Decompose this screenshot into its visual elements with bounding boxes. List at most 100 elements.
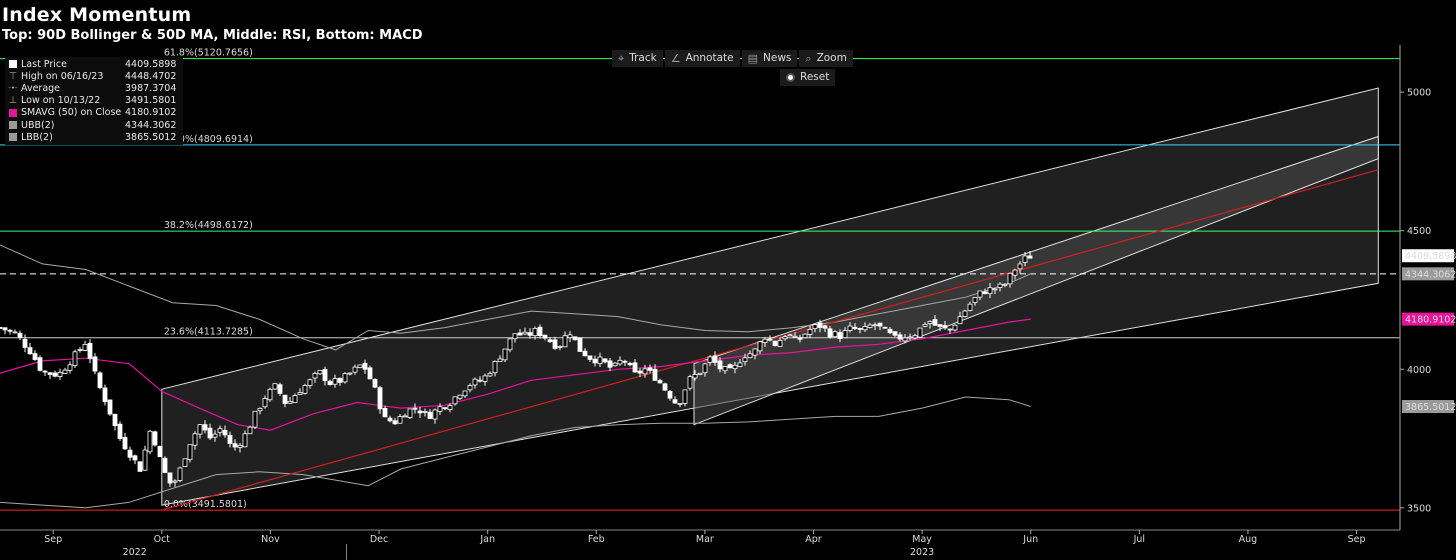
candle-body — [132, 455, 138, 461]
candle-body — [292, 395, 298, 403]
candle-body — [397, 416, 403, 424]
candle-body — [52, 372, 58, 377]
candle-body — [787, 334, 793, 337]
x-year-label: 2022 — [123, 547, 147, 558]
candle-body — [477, 379, 483, 382]
candle-body — [287, 401, 293, 404]
legend-label: UBB(2) — [21, 119, 55, 131]
chart-toolbar: ⌖ Track ∠ Annotate ▤ News ⌕ Zoom — [612, 50, 853, 67]
legend-value: 4344.3062 — [125, 119, 177, 131]
track-button[interactable]: ⌖ Track — [612, 50, 663, 67]
candle-body — [742, 357, 748, 363]
candle-body — [232, 443, 238, 448]
candle-body — [902, 337, 908, 342]
candle-body — [1022, 255, 1028, 263]
annotate-button[interactable]: ∠ Annotate — [664, 50, 740, 67]
value-tag-bg — [1402, 312, 1454, 326]
y-tick-label: 4000 — [1407, 365, 1431, 376]
candle-body — [62, 369, 68, 374]
y-tick-label: 5000 — [1407, 88, 1431, 99]
candle-body — [462, 390, 468, 397]
legend-value: 4448.4702 — [125, 70, 177, 82]
legend-label: Low on 10/13/22 — [21, 95, 101, 107]
value-tag-label: 4344.3062 — [1405, 269, 1456, 280]
candle-body — [542, 334, 548, 339]
legend-high: ⊤ High on 06/16/23 4448.4702 — [5, 70, 183, 82]
candle-body — [957, 316, 963, 325]
inner-channel — [693, 135, 1379, 426]
candle-body — [472, 378, 478, 386]
candle-body — [482, 375, 488, 382]
gray-square-icon — [5, 121, 21, 130]
legend-label: LBB(2) — [21, 131, 53, 143]
legend: Last Price 4409.5898 ⊤ High on 06/16/23 4448… — [5, 57, 183, 146]
candle-body — [837, 332, 843, 340]
candle-body — [657, 380, 663, 384]
legend-value: 3491.5801 — [125, 95, 177, 107]
reset-button[interactable]: Reset — [780, 69, 836, 86]
candle-body — [662, 383, 668, 391]
candle-body — [967, 303, 973, 311]
candle-body — [812, 324, 818, 330]
candle-body — [57, 371, 63, 377]
candle-body — [757, 341, 763, 352]
candle-body — [127, 449, 133, 458]
candle-body — [87, 342, 93, 359]
candle-body — [1007, 272, 1013, 285]
track-label: Track — [629, 52, 657, 64]
legend-label: Average — [21, 82, 61, 94]
candle-body — [412, 407, 418, 410]
candle-body — [577, 337, 583, 352]
candle-body — [487, 373, 493, 377]
candle-body — [142, 449, 148, 471]
candle-body — [872, 324, 878, 327]
crosshair-icon: ⌖ — [618, 52, 625, 65]
candle-body — [712, 355, 718, 363]
candle-body — [1027, 255, 1033, 259]
candle-body — [717, 360, 723, 370]
candle-body — [302, 385, 308, 394]
candle-body — [122, 437, 128, 450]
x-month-label: Mar — [696, 534, 714, 545]
high-marker-icon: ⊤ — [8, 70, 18, 82]
candle-body — [147, 430, 153, 453]
legend-label: Last Price — [21, 58, 67, 70]
candle-body — [1012, 269, 1018, 276]
candle-body — [367, 367, 373, 380]
x-month-label: Jan — [479, 534, 495, 545]
candle-body — [572, 336, 578, 341]
x-month-label: Apr — [805, 534, 822, 545]
fib-label: 0.0%(3491.5801) — [164, 499, 247, 510]
candle-body — [187, 444, 193, 460]
candle-body — [322, 369, 328, 382]
candle-body — [617, 359, 623, 365]
pencil-icon: ∠ — [670, 52, 681, 65]
candle-body — [602, 358, 608, 363]
candle-body — [927, 321, 933, 324]
x-month-label: Dec — [370, 534, 388, 545]
candle-body — [107, 399, 113, 415]
candle-body — [952, 324, 958, 331]
candle-body — [32, 353, 38, 360]
zoom-button[interactable]: ⌕ Zoom — [799, 50, 853, 67]
candle-body — [362, 362, 368, 370]
candle-body — [567, 334, 573, 339]
value-tag-bg — [1402, 267, 1454, 281]
candle-body — [272, 383, 278, 390]
value-tag-bg — [1402, 400, 1454, 414]
outer-channel — [161, 87, 1379, 506]
fib-label: 23.6%(4113.7285) — [164, 327, 253, 338]
candle-body — [72, 351, 78, 366]
candle-body — [697, 372, 703, 375]
candle-body — [157, 445, 163, 458]
value-tag-label: 3865.5012 — [1405, 402, 1456, 413]
candle-body — [502, 348, 508, 361]
candle-body — [207, 427, 213, 439]
candle-body — [2, 327, 8, 331]
legend-lbb: LBB(2) 3865.5012 — [5, 131, 183, 143]
candle-body — [897, 334, 903, 340]
reset-icon — [786, 73, 795, 82]
news-button[interactable]: ▤ News — [741, 50, 798, 67]
candle-body — [517, 332, 523, 336]
